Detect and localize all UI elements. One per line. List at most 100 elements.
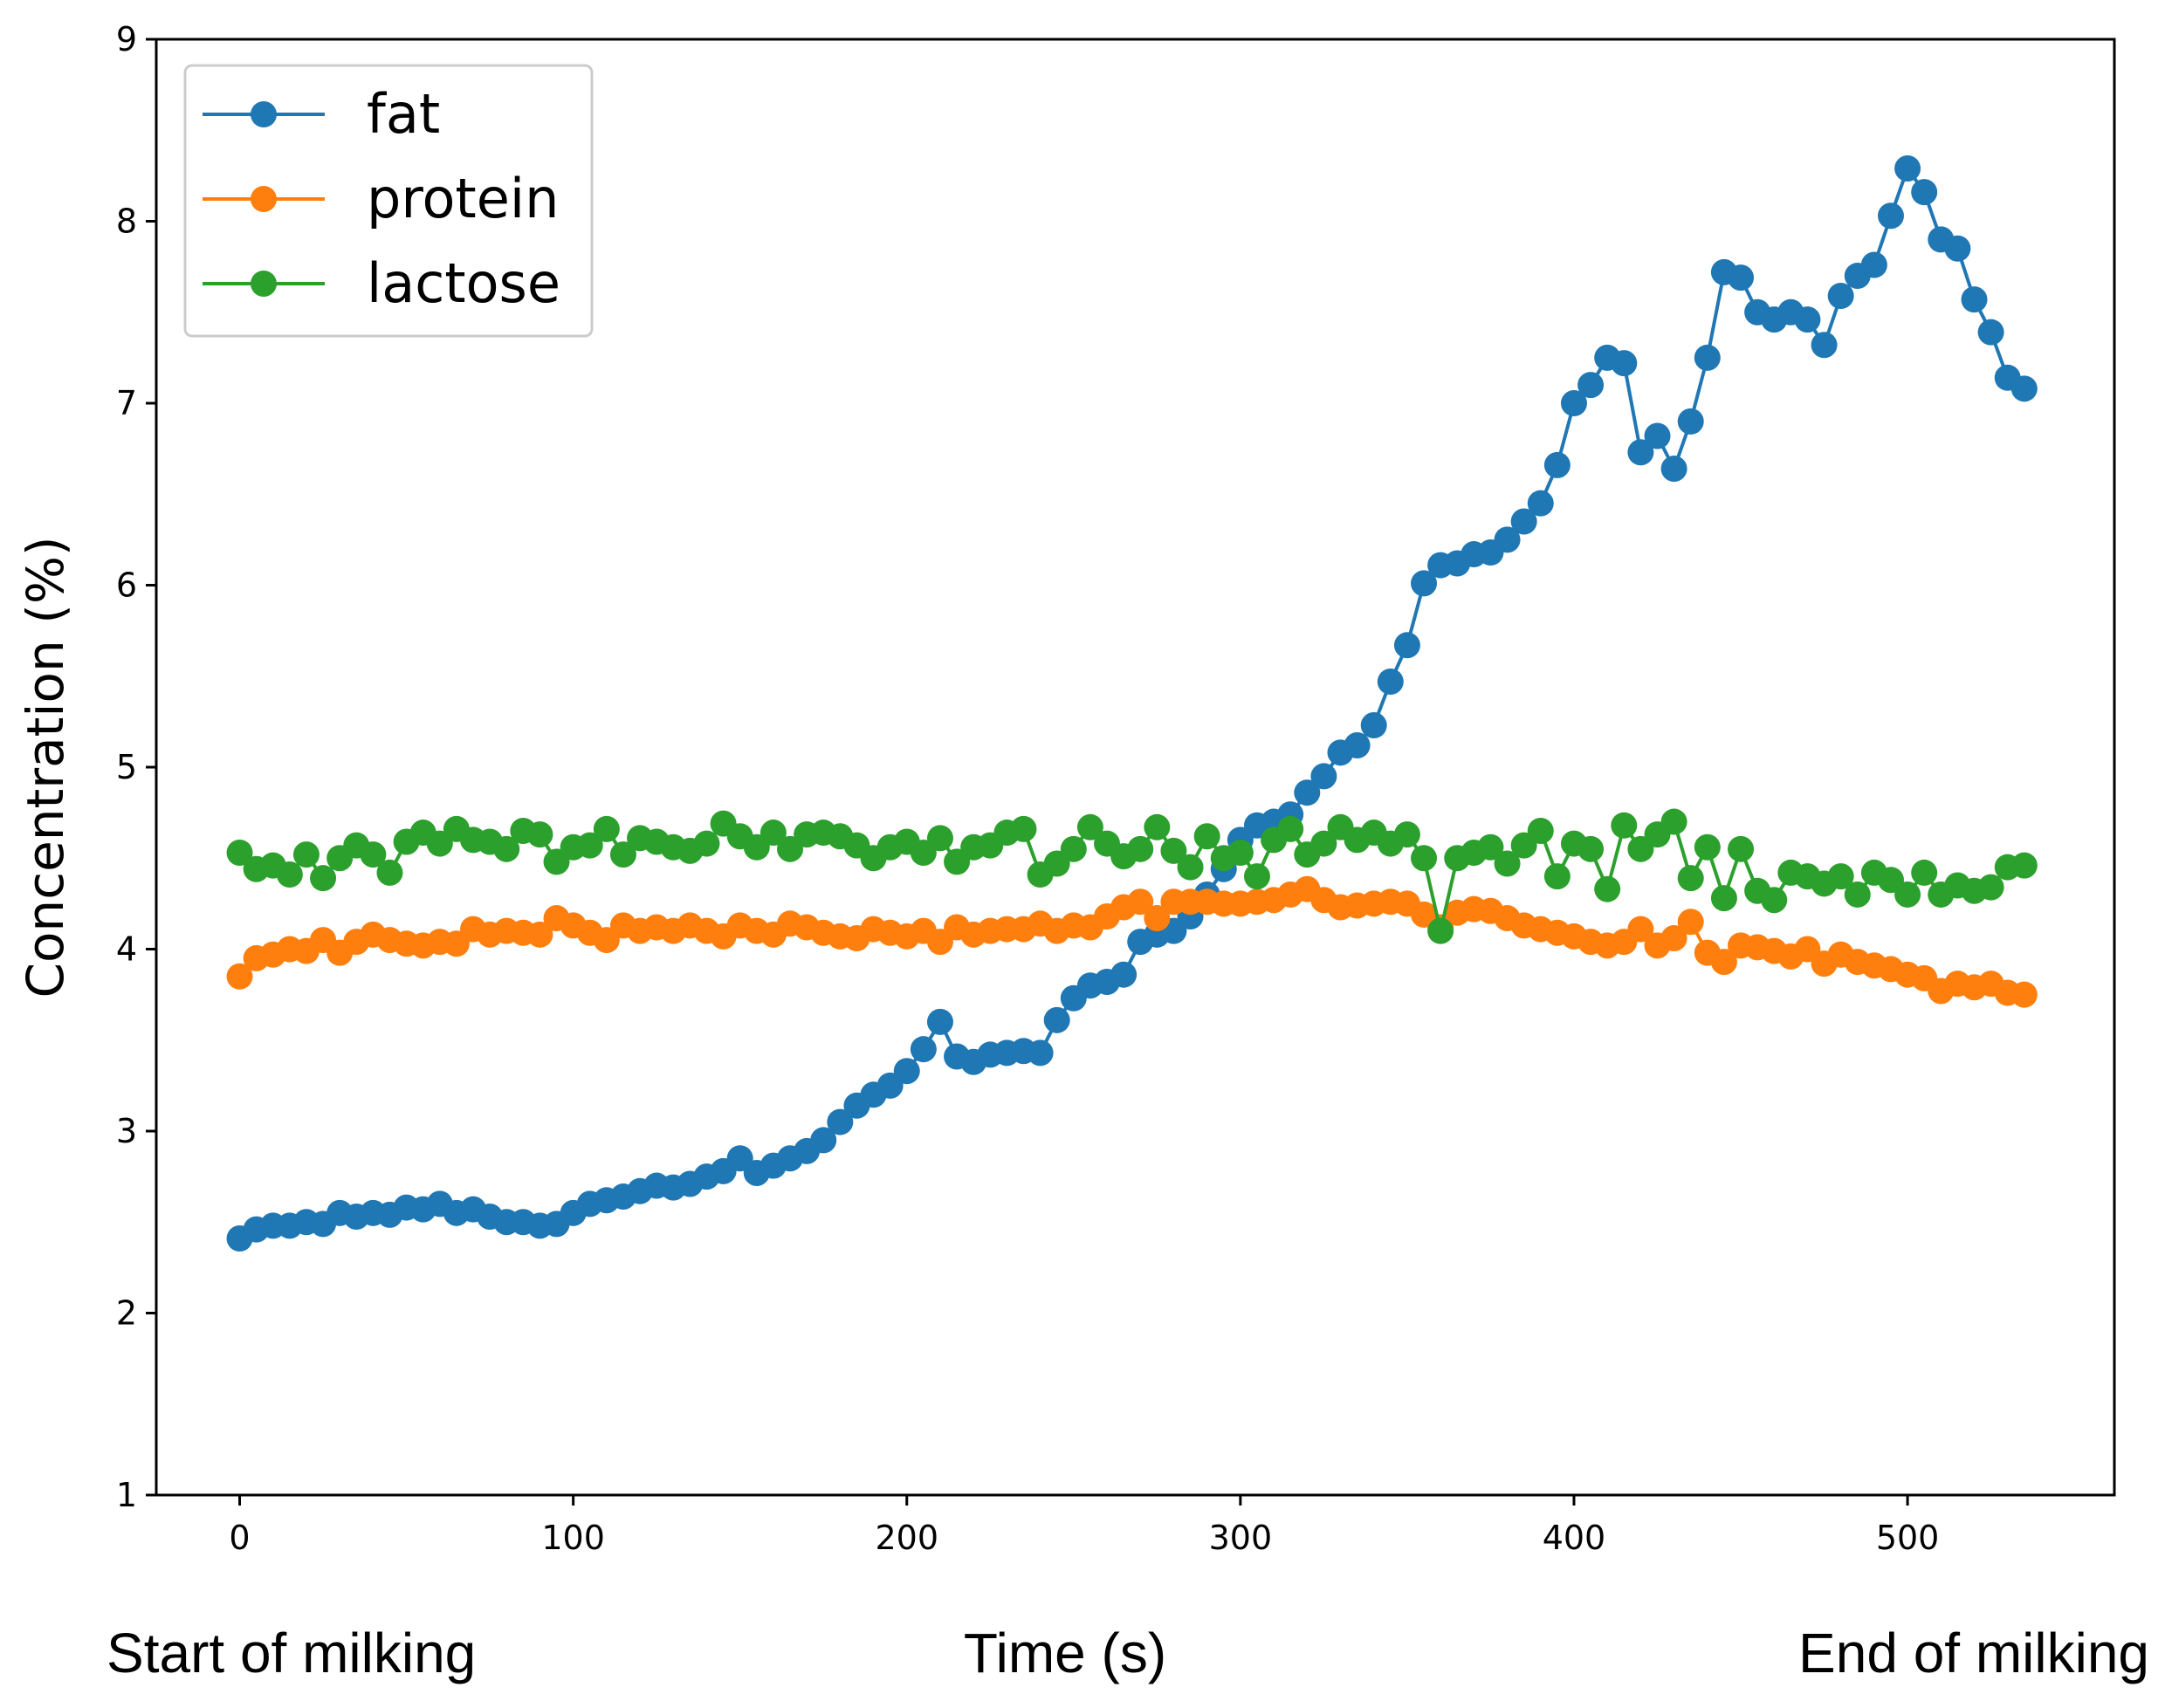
legend-label-fat: fat	[367, 82, 440, 146]
lactose-point	[1010, 815, 1037, 842]
x-tick-label: 100	[541, 1519, 605, 1557]
fat-point	[1977, 319, 2004, 346]
fat-point	[1728, 264, 1755, 292]
lactose-point	[609, 841, 636, 868]
lactose-point	[1227, 839, 1254, 866]
lactose-point	[1427, 917, 1454, 944]
protein-point	[2010, 981, 2038, 1008]
legend-label-lactose: lactose	[367, 251, 560, 315]
legend-entry-lactose: lactose	[203, 251, 560, 315]
lactose-point	[1694, 833, 1721, 861]
y-tick-label: 2	[116, 1294, 137, 1333]
protein-point	[526, 921, 553, 948]
lactose-point	[1527, 817, 1554, 844]
fat-point	[1527, 490, 1554, 517]
legend-box	[183, 64, 594, 338]
lactose-point	[493, 835, 520, 862]
legend-entry-fat: fat	[203, 82, 440, 146]
lactose-point	[693, 830, 720, 857]
fat-point	[1560, 390, 1587, 416]
lactose-point	[1193, 823, 1220, 850]
fat-point	[1294, 779, 1321, 806]
fat-point	[893, 1058, 920, 1085]
y-tick-label: 6	[116, 566, 137, 605]
lactose-point	[1310, 830, 1337, 857]
legend-label-protein: protein	[367, 167, 559, 230]
lactose-point	[1894, 881, 1921, 908]
fat-point	[910, 1036, 937, 1063]
lactose-point	[1827, 863, 1854, 890]
end-of-milking-label: End of milking	[1798, 1622, 2149, 1684]
fat-point	[1510, 508, 1537, 535]
lactose-point	[1543, 863, 1570, 890]
lactose-point	[292, 841, 320, 868]
lactose-point	[1411, 845, 1438, 872]
lactose-point	[1611, 812, 1638, 839]
x-tick-label: 400	[1543, 1519, 1606, 1557]
start-of-milking-label: Start of milking	[107, 1622, 477, 1684]
lactose-point	[1144, 813, 1171, 840]
lactose-point	[576, 832, 603, 859]
fat-point	[1027, 1039, 1054, 1067]
lactose-point	[1393, 821, 1420, 848]
fat-point	[2010, 375, 2038, 402]
lactose-point	[526, 821, 553, 848]
lactose-point	[1477, 833, 1504, 861]
x-tick-label: 500	[1876, 1519, 1940, 1557]
lactose-point	[1660, 808, 1687, 835]
fat-point	[1360, 712, 1387, 739]
y-tick-label: 8	[116, 202, 137, 241]
fat-point	[1660, 456, 1687, 483]
fat-point	[1377, 669, 1404, 696]
fat-point	[1694, 344, 1721, 371]
fat-point	[1944, 235, 1971, 262]
lactose-point	[1177, 854, 1204, 881]
y-tick-label: 9	[116, 20, 137, 58]
lactose-point	[1494, 850, 1521, 877]
fat-point	[1794, 306, 1821, 333]
lactose-point	[1577, 835, 1605, 862]
x-axis-label: Time (s)	[963, 1622, 1167, 1684]
lactose-point	[593, 815, 620, 842]
fat-point	[1860, 251, 1887, 278]
series-protein	[226, 875, 2038, 1008]
lactose-point	[759, 820, 787, 847]
lactose-point	[1844, 881, 1871, 908]
fat-point	[1611, 350, 1638, 377]
lactose-point	[1728, 835, 1755, 862]
y-tick-label: 1	[116, 1476, 137, 1514]
fat-point	[1877, 202, 1904, 230]
lactose-point	[360, 841, 387, 868]
fat-point	[1043, 1006, 1070, 1033]
lactose-point	[1594, 875, 1621, 902]
lactose-point	[226, 839, 253, 866]
y-tick-label: 7	[116, 384, 137, 422]
lactose-point	[1160, 837, 1187, 864]
series-lactose	[226, 808, 2038, 944]
lactose-point	[1911, 859, 1938, 886]
fat-point	[1577, 372, 1605, 399]
lactose-point	[1710, 885, 1737, 912]
lactose-point	[1277, 815, 1304, 842]
protein-point	[1127, 888, 1154, 916]
lactose-point	[1243, 863, 1270, 890]
fat-point	[1411, 570, 1438, 597]
legend-entry-protein: protein	[203, 167, 559, 230]
protein-point	[1660, 924, 1687, 951]
y-tick-label: 3	[116, 1112, 137, 1150]
lactose-point	[1977, 874, 2004, 901]
lactose-point	[1677, 865, 1704, 892]
fat-point	[810, 1127, 837, 1154]
fat-point	[1911, 179, 1938, 206]
lactose-point	[376, 859, 403, 886]
fat-point	[1310, 763, 1337, 790]
y-axis-ticks: 1 2 3 4 5 6 7 8 9	[116, 20, 156, 1514]
fat-point	[1961, 286, 1988, 313]
fat-point	[1543, 451, 1570, 478]
legend-marker-protein	[251, 186, 277, 212]
lactose-point	[310, 865, 337, 892]
y-tick-label: 4	[116, 930, 137, 969]
y-tick-label: 5	[116, 748, 137, 786]
lactose-point	[276, 861, 303, 888]
